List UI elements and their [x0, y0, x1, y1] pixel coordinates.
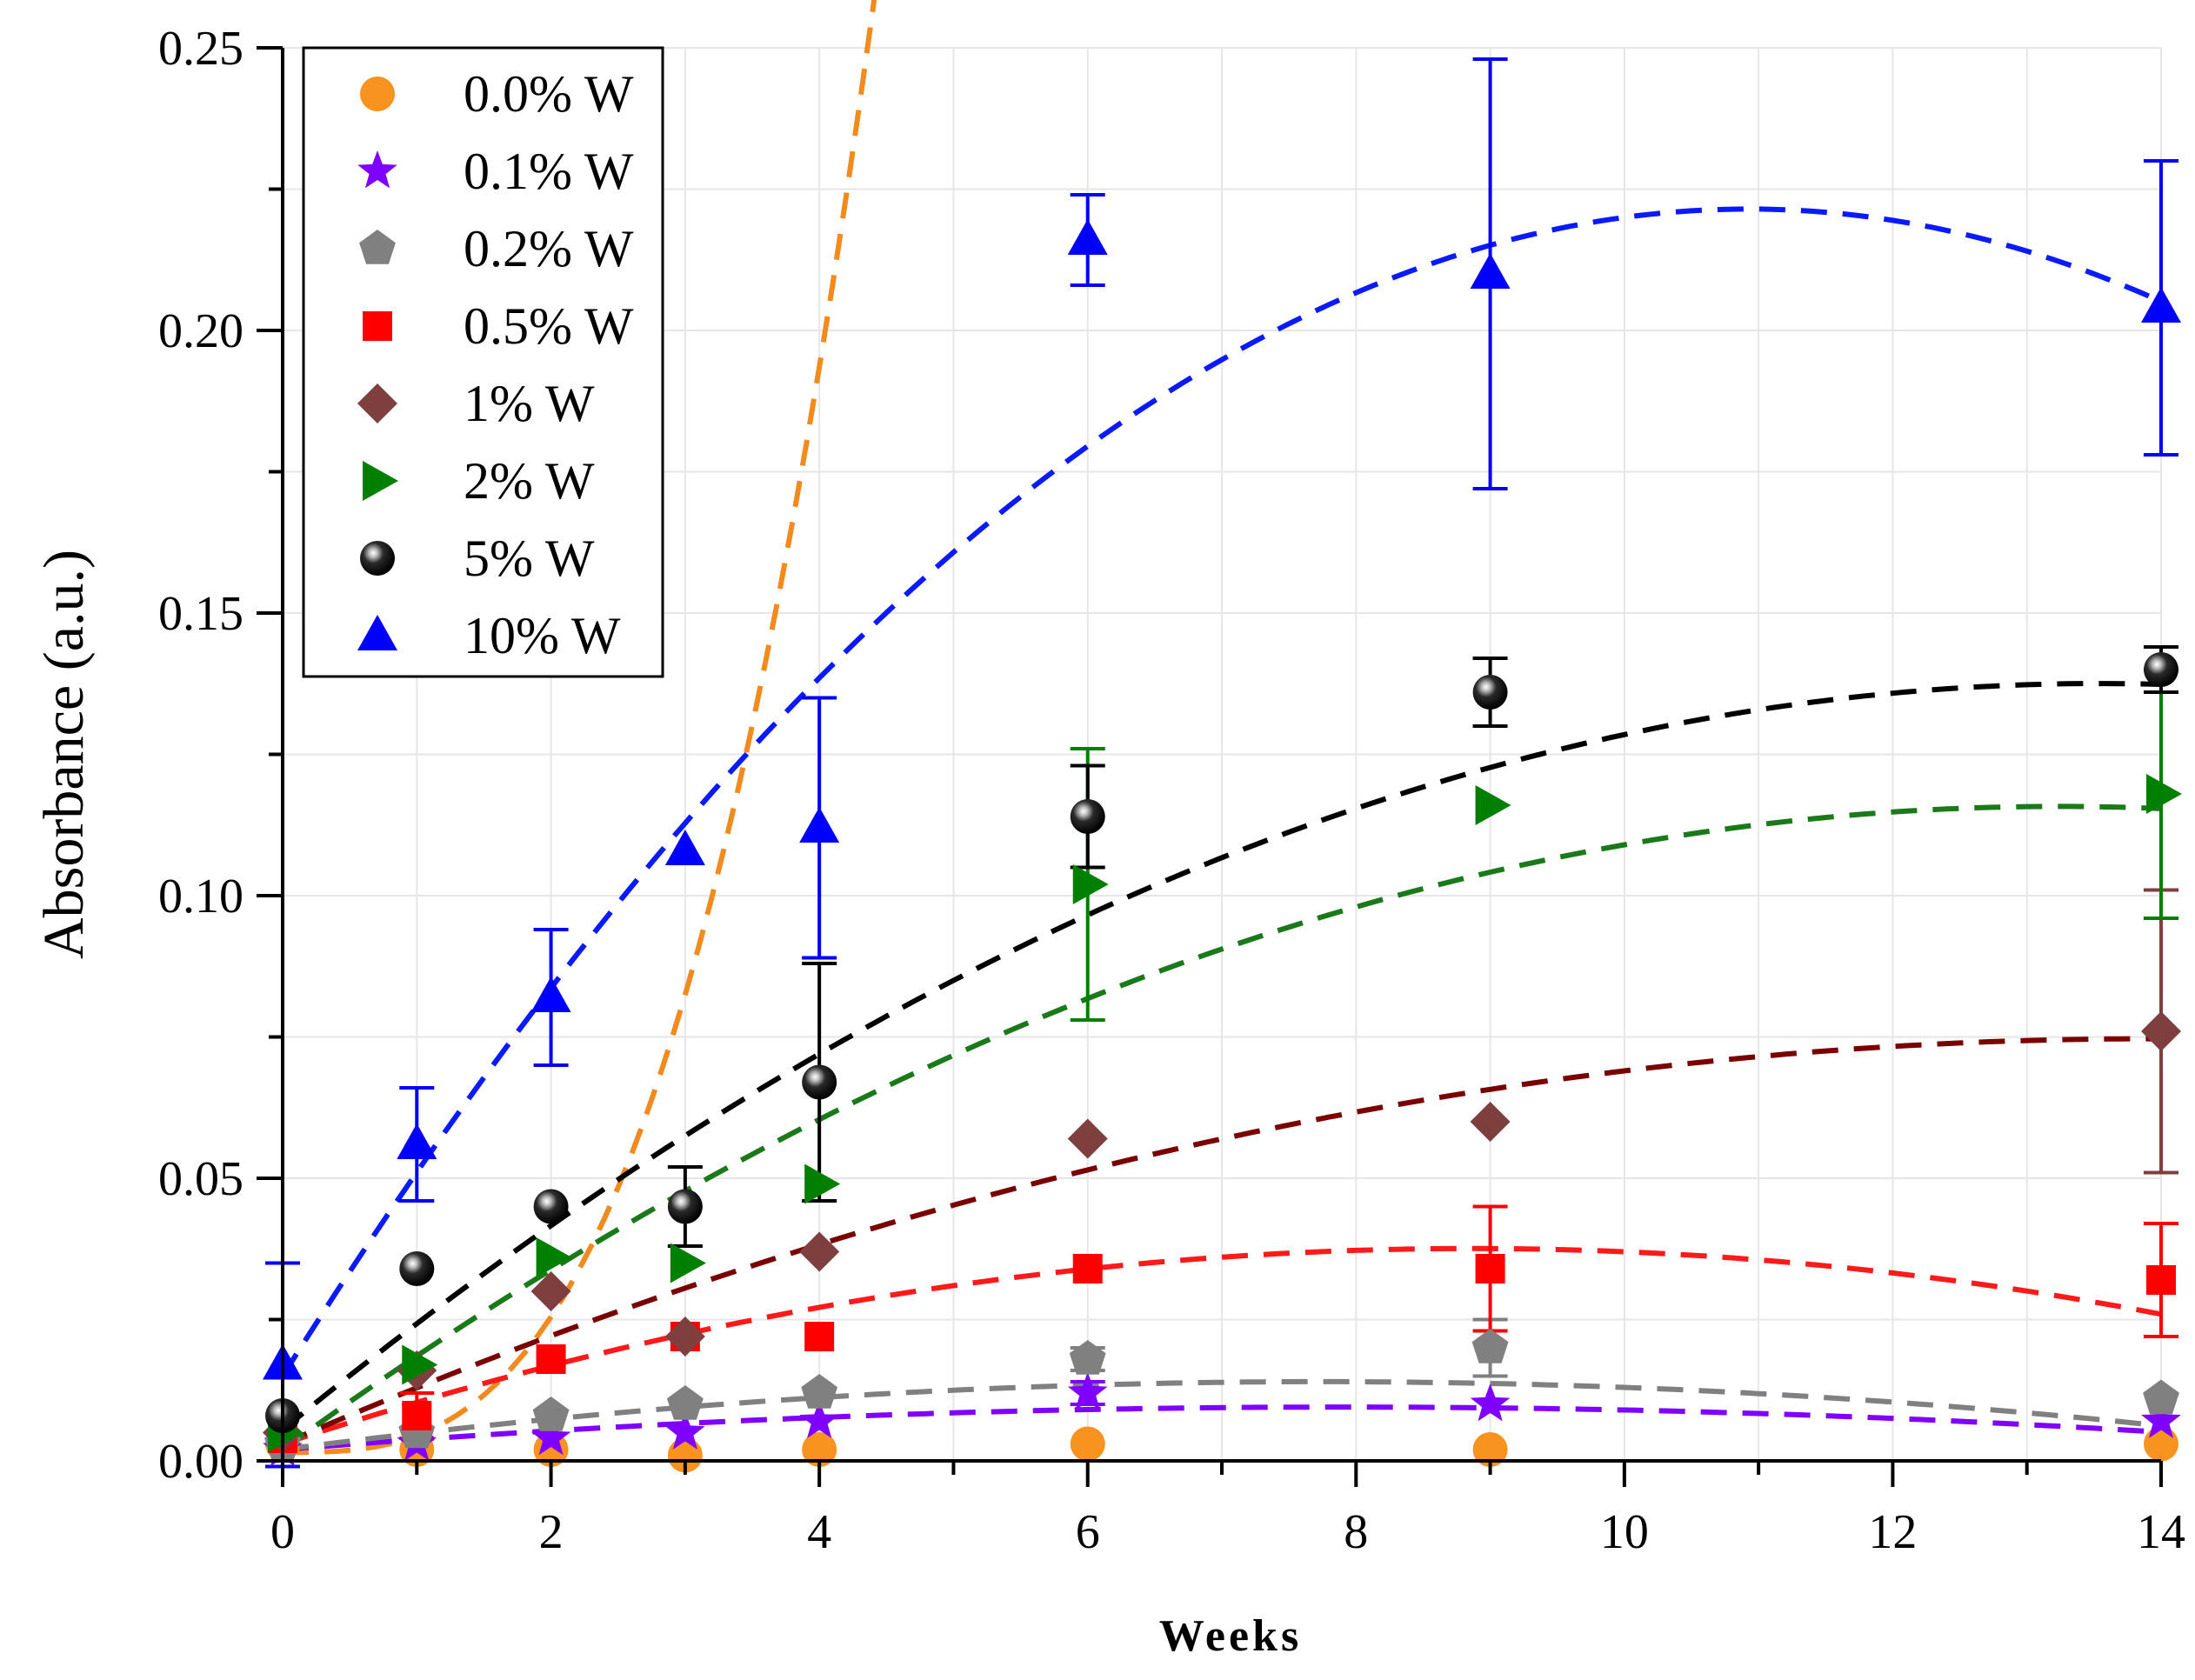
data-point [2146, 1265, 2176, 1295]
fit-line [282, 1245, 2162, 1447]
data-point [2144, 1426, 2178, 1462]
y-tick-label: 0.10 [158, 870, 244, 923]
data-point [1470, 1383, 1511, 1422]
data-point [530, 977, 571, 1012]
legend-label: 0.1% W [464, 143, 634, 200]
data-point [2141, 287, 2181, 323]
data-point [2144, 652, 2178, 687]
fit-line [282, 1378, 2162, 1452]
fit-line [281, 1036, 2161, 1447]
legend-label: 1% W [464, 375, 595, 432]
x-tick-label: 6 [1076, 1505, 1100, 1559]
x-tick-label: 10 [1600, 1505, 1649, 1559]
data-point [799, 807, 840, 843]
y-axis-label: Absorbance (a.u.) [32, 550, 96, 959]
legend-label: 0.0% W [464, 65, 634, 123]
x-tick-label: 0 [270, 1505, 295, 1559]
data-point [799, 1231, 840, 1272]
legend-marker [359, 230, 396, 264]
data-point [399, 1251, 435, 1286]
data-point [530, 1417, 571, 1456]
data-point [802, 1064, 837, 1100]
data-point [1067, 1372, 1108, 1410]
data-point [2141, 1400, 2181, 1438]
data-point [665, 1411, 705, 1450]
data-point [1470, 253, 1511, 289]
data-point [536, 1344, 566, 1374]
y-tick-label: 0.05 [158, 1152, 244, 1206]
data-point [1067, 1118, 1108, 1159]
data-point [532, 1397, 570, 1431]
fit-line [281, 803, 2162, 1452]
legend-marker [363, 311, 392, 341]
data-point [664, 1317, 705, 1357]
legend-label: 0.5% W [464, 297, 634, 355]
data-point [664, 830, 705, 865]
legend-marker [357, 383, 397, 423]
y-tick-label: 0.20 [158, 304, 244, 358]
data-point [402, 1344, 438, 1385]
data-point [1475, 785, 1511, 825]
y-tick-label: 0.15 [158, 587, 244, 641]
data-point [533, 1432, 569, 1467]
data-point [804, 1322, 835, 1351]
data-point [402, 1401, 432, 1430]
data-point [804, 1163, 841, 1204]
x-tick-label: 14 [2137, 1505, 2185, 1559]
data-point [1475, 1254, 1505, 1283]
legend-label: 10% W [464, 607, 621, 664]
data-markers [263, 219, 2182, 1473]
data-point [2143, 1379, 2179, 1415]
legend: 0.0% W 0.1% W 0.2% W 0.5% W 1% W 2% W 5% W 10% … [302, 46, 664, 678]
data-point [1472, 675, 1508, 710]
fit-line [281, 681, 2162, 1432]
legend-label: 5% W [464, 530, 595, 587]
y-tick-label: 0.25 [158, 22, 244, 76]
legend-marker [360, 77, 395, 111]
legend-marker [363, 461, 398, 501]
data-point [670, 1243, 706, 1283]
fit-lines [280, 0, 2163, 1456]
data-point [801, 1374, 838, 1409]
x-tick-label: 4 [807, 1505, 831, 1559]
y-tick-label: 0.00 [158, 1435, 244, 1489]
data-point [1067, 219, 1108, 255]
data-point [1072, 1254, 1103, 1283]
data-point [1069, 1340, 1106, 1375]
data-point [1470, 1102, 1511, 1142]
fit-line [280, 206, 2163, 1378]
x-axis-label: Weeks [1159, 1611, 1302, 1661]
legend-marker [357, 615, 397, 650]
data-point [2141, 1011, 2181, 1051]
data-point [397, 1123, 437, 1159]
data-point [1072, 864, 1109, 904]
fit-line [282, 1404, 2162, 1452]
data-point [666, 1385, 704, 1420]
legend-marker [357, 150, 397, 189]
data-point [1070, 799, 1105, 834]
x-tick-label: 12 [1868, 1505, 1917, 1559]
data-point [1471, 1329, 1509, 1363]
data-point [2146, 774, 2182, 814]
axes: 0 2 4 6 8 10 12 14 0.00 0.05 0.10 0.15 0.20 0.25 Weeks… [32, 22, 2185, 1661]
legend-box [302, 46, 664, 678]
data-point [667, 1189, 703, 1224]
x-tick-label: 2 [539, 1505, 564, 1559]
data-point [1070, 1426, 1105, 1462]
legend-label: 2% W [464, 452, 595, 510]
data-point [533, 1189, 569, 1224]
data-point [1472, 1432, 1508, 1467]
legend-label: 0.2% W [464, 220, 634, 277]
data-point [536, 1237, 572, 1277]
x-tick-label: 8 [1344, 1505, 1368, 1559]
data-point [799, 1400, 839, 1438]
legend-marker [360, 541, 395, 576]
data-point [802, 1432, 837, 1467]
grid [282, 47, 2162, 1462]
data-point [530, 1271, 571, 1311]
